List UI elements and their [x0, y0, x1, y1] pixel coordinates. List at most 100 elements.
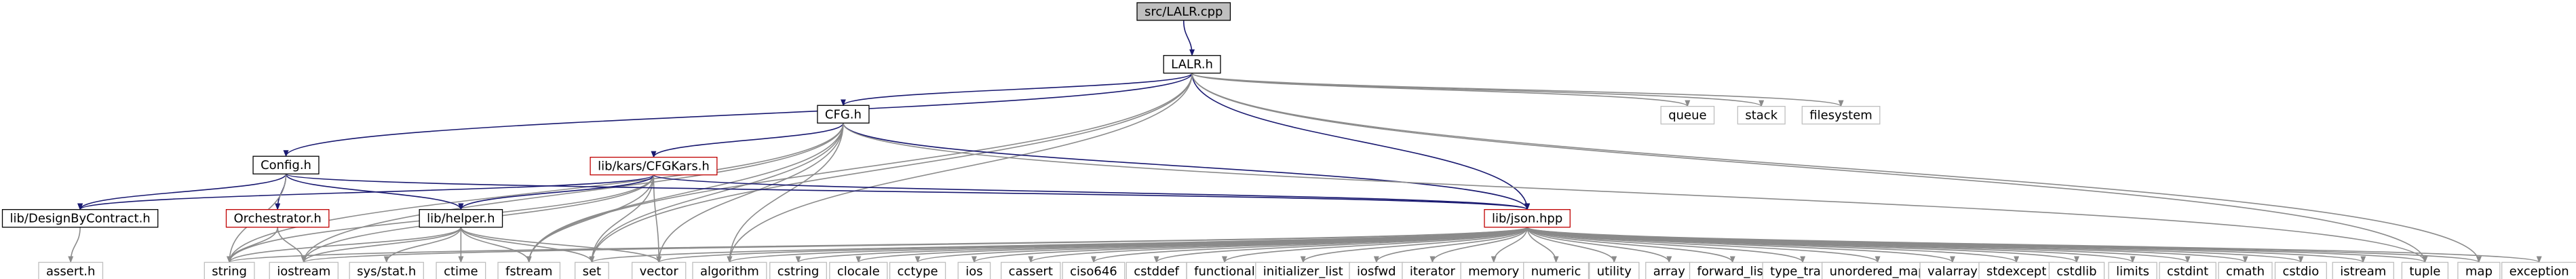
edge-json-hpp-to-cstddef	[1153, 226, 1528, 263]
edge-json-hpp-to-clocale	[856, 226, 1528, 263]
node-cassert: cassert	[1001, 261, 1061, 279]
node-cfg-h[interactable]: CFG.h	[817, 105, 870, 124]
node-cfgkars-h[interactable]: lib/kars/CFGKars.h	[590, 156, 718, 176]
node-iterator: iterator	[1402, 261, 1463, 279]
edge-json-hpp-to-memory	[1491, 227, 1528, 263]
node-vector: vector	[631, 261, 687, 279]
node-ctime: ctime	[436, 261, 486, 279]
node-array: array	[1645, 261, 1693, 279]
node-label: valarray	[1927, 264, 1978, 278]
node-box	[2274, 261, 2327, 279]
node-box	[829, 261, 888, 279]
node-box	[2159, 261, 2216, 279]
node-label: cstdlib	[2056, 264, 2096, 278]
edge-lalr-h-to-cfg-h	[841, 73, 1193, 107]
node-label: initializer_list	[1263, 264, 1343, 278]
edge-config-h-to-designbycontract-h	[77, 173, 287, 210]
node-label: set	[583, 264, 602, 278]
node-config-h[interactable]: Config.h	[252, 155, 320, 174]
edge-lalr-h-to-queue	[1191, 73, 1691, 107]
node-label: lib/DesignByContract.h	[10, 212, 151, 226]
node-designbycontract-h[interactable]: lib/DesignByContract.h	[1, 209, 159, 228]
node-json-hpp[interactable]: lib/json.hpp	[1484, 209, 1571, 228]
node-label: array	[1653, 264, 1686, 278]
edge-json-hpp-to-utility	[1526, 227, 1617, 263]
node-valarray: valarray	[1919, 261, 1986, 279]
node-utility: utility	[1589, 261, 1640, 279]
node-label: functional	[1194, 264, 1255, 278]
node-helper-h[interactable]: lib/helper.h	[419, 209, 503, 228]
node-label: lib/json.hpp	[1492, 212, 1562, 226]
node-box	[204, 261, 255, 279]
node-label: iterator	[1410, 264, 1456, 278]
node-stack: stack	[1737, 106, 1786, 125]
node-box	[631, 261, 687, 279]
node-box	[957, 261, 991, 279]
edge-json-hpp-to-iosfwd	[1373, 227, 1528, 263]
edge-layer	[68, 20, 2542, 263]
edge-json-hpp-to-exception	[1526, 226, 2542, 263]
node-clocale: clocale	[829, 261, 888, 279]
node-box	[225, 209, 330, 228]
node-initializer-list: initializer_list	[1255, 261, 1351, 279]
node-label: stack	[1745, 109, 1777, 123]
edge-cfg-h-to-set	[589, 123, 844, 263]
node-box	[436, 261, 486, 279]
edge-json-hpp-to-initializer-list	[1300, 227, 1528, 263]
node-label: LALR.h	[1171, 58, 1213, 72]
node-cstdlib: cstdlib	[2048, 261, 2105, 279]
edge-lalr-h-to-algorithm	[727, 73, 1193, 263]
node-box	[2108, 261, 2157, 279]
node-unordered-map: unordered_map	[1822, 261, 1934, 279]
node-sys-stat-h: sys/stat.h	[349, 261, 424, 279]
node-label: cctype	[898, 264, 938, 278]
node-label: ctime	[444, 264, 478, 278]
node-box	[1737, 106, 1786, 125]
node-box	[1484, 209, 1571, 228]
node-label: Orchestrator.h	[233, 212, 321, 226]
edge-cfg-h-to-tuple	[843, 123, 2428, 263]
edge-json-hpp-to-istream	[1526, 226, 2366, 263]
node-set: set	[574, 261, 609, 279]
edge-cfgkars-h-to-helper-h	[458, 174, 655, 210]
node-orchestrator-h[interactable]: Orchestrator.h	[225, 209, 330, 228]
edge-helper-h-to-set	[460, 227, 595, 263]
node-box	[692, 261, 767, 279]
edge-config-h-to-json-hpp	[285, 173, 1530, 210]
node-cstring: cstring	[769, 261, 827, 279]
edge-lalr-h-to-map	[1191, 73, 2482, 263]
node-box	[2218, 261, 2273, 279]
node-algorithm: algorithm	[692, 261, 767, 279]
node-label: sys/stat.h	[357, 264, 416, 278]
node-box	[2401, 261, 2448, 279]
node-tuple: tuple	[2401, 261, 2448, 279]
node-iostream: iostream	[269, 261, 339, 279]
node-map: map	[2457, 261, 2501, 279]
node-fstream: fstream	[497, 261, 561, 279]
node-stdexcept: stdexcept	[1978, 261, 2055, 279]
edge-helper-h-to-iostream	[301, 227, 462, 263]
node-label: algorithm	[700, 264, 759, 278]
node-src-lalr-cpp[interactable]: src/LALR.cpp	[1136, 2, 1231, 21]
node-label: forward_list	[1697, 264, 1768, 278]
node-label: string	[212, 264, 247, 278]
node-label: type_traits	[1770, 264, 1835, 278]
edge-json-hpp-to-vector	[656, 226, 1528, 263]
node-label: iosfwd	[1357, 264, 1396, 278]
node-box	[1, 209, 159, 228]
node-box	[2501, 261, 2576, 279]
edge-config-h-to-helper-h	[285, 173, 464, 210]
node-iosfwd: iosfwd	[1349, 261, 1404, 279]
node-box	[1001, 261, 1061, 279]
edge-cfg-h-to-json-hpp	[843, 123, 1531, 210]
node-label: utility	[1597, 264, 1632, 278]
node-label: istream	[2340, 264, 2386, 278]
node-lalr-h[interactable]: LALR.h	[1163, 55, 1221, 74]
node-label: stdexcept	[1986, 264, 2046, 278]
node-box	[38, 261, 104, 279]
node-label: assert.h	[46, 264, 95, 278]
node-label: exception	[2510, 264, 2569, 278]
node-cstddef: cstddef	[1126, 261, 1187, 279]
edge-cfg-h-to-fstream	[526, 123, 844, 263]
node-label: filesystem	[1809, 109, 1872, 123]
